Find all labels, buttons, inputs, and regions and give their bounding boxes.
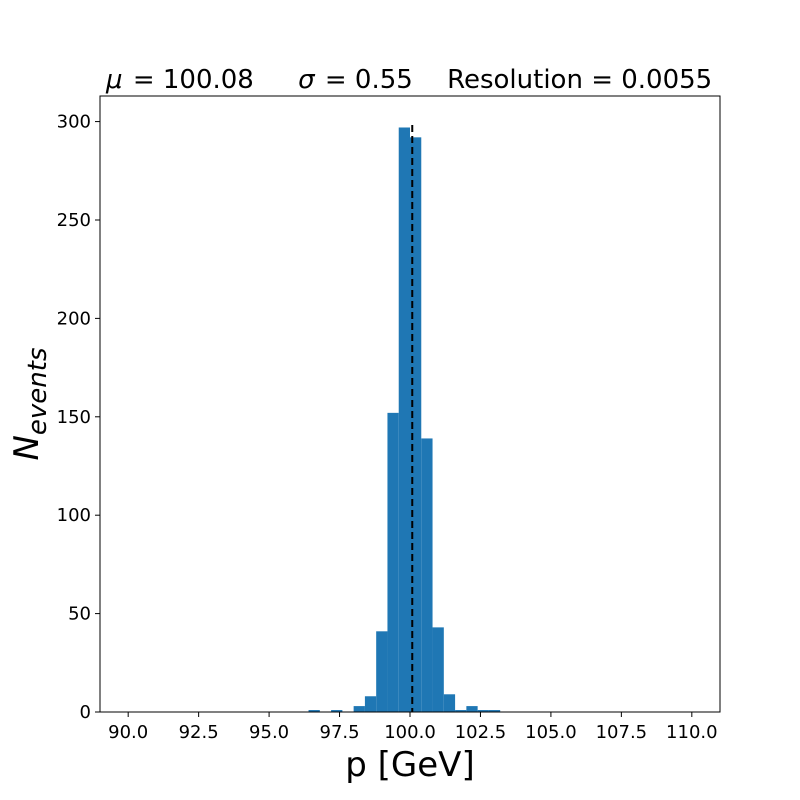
histogram-bar — [421, 438, 433, 712]
histogram-bar — [308, 710, 320, 712]
histogram-bar — [364, 696, 377, 712]
x-tick-label: 95.0 — [249, 722, 289, 743]
x-tick-label: 90.0 — [108, 722, 148, 743]
histogram-bar — [376, 631, 388, 712]
histogram-bar — [443, 694, 456, 712]
histogram-bar — [410, 137, 422, 712]
histogram-bar — [466, 706, 478, 712]
histogram-bars — [308, 127, 501, 712]
histogram-bar — [353, 706, 365, 712]
x-tick-label: 102.5 — [455, 722, 507, 743]
x-tick-label: 110.0 — [666, 722, 718, 743]
histogram-bar — [455, 710, 467, 712]
histogram-bar — [331, 710, 343, 712]
x-tick-label: 100.0 — [384, 722, 436, 743]
x-axis-label: p [GeV] — [345, 745, 474, 785]
y-axis: 0 50 100 150 200 250 300 — [57, 112, 100, 723]
x-tick-label: 97.5 — [320, 722, 360, 743]
chart-title: μ = 100.08 σ = 0.55 Resolution = 0.0055 — [105, 65, 712, 95]
y-tick-label: 100 — [57, 505, 91, 526]
title-mu-value: = 100.08 — [133, 65, 254, 95]
y-tick-label: 300 — [57, 112, 91, 133]
title-resolution: Resolution = 0.0055 — [447, 65, 712, 95]
x-axis: 90.0 92.5 95.0 97.5 100.0 102.5 105.0 107.5 110.… — [108, 712, 718, 743]
y-tick-label: 250 — [57, 210, 91, 231]
histogram-bar — [432, 627, 444, 712]
histogram-bar — [477, 710, 489, 712]
y-tick-label: 50 — [68, 604, 91, 625]
title-mu-symbol: μ — [105, 65, 123, 95]
y-tick-label: 0 — [80, 702, 91, 723]
x-tick-label: 107.5 — [596, 722, 648, 743]
x-tick-label: 92.5 — [179, 722, 219, 743]
y-tick-label: 150 — [57, 407, 91, 428]
y-axis-label-base: N — [7, 435, 47, 460]
title-sigma-value: = 0.55 — [325, 65, 413, 95]
x-tick-label: 105.0 — [525, 722, 577, 743]
histogram-bar — [488, 710, 501, 712]
y-axis-label-sub: events — [23, 347, 53, 435]
y-axis-label: Nevents — [7, 347, 53, 460]
histogram-bar — [387, 412, 399, 712]
histogram-bar — [398, 127, 410, 712]
y-tick-label: 200 — [57, 308, 91, 329]
title-sigma-symbol: σ — [298, 65, 316, 95]
